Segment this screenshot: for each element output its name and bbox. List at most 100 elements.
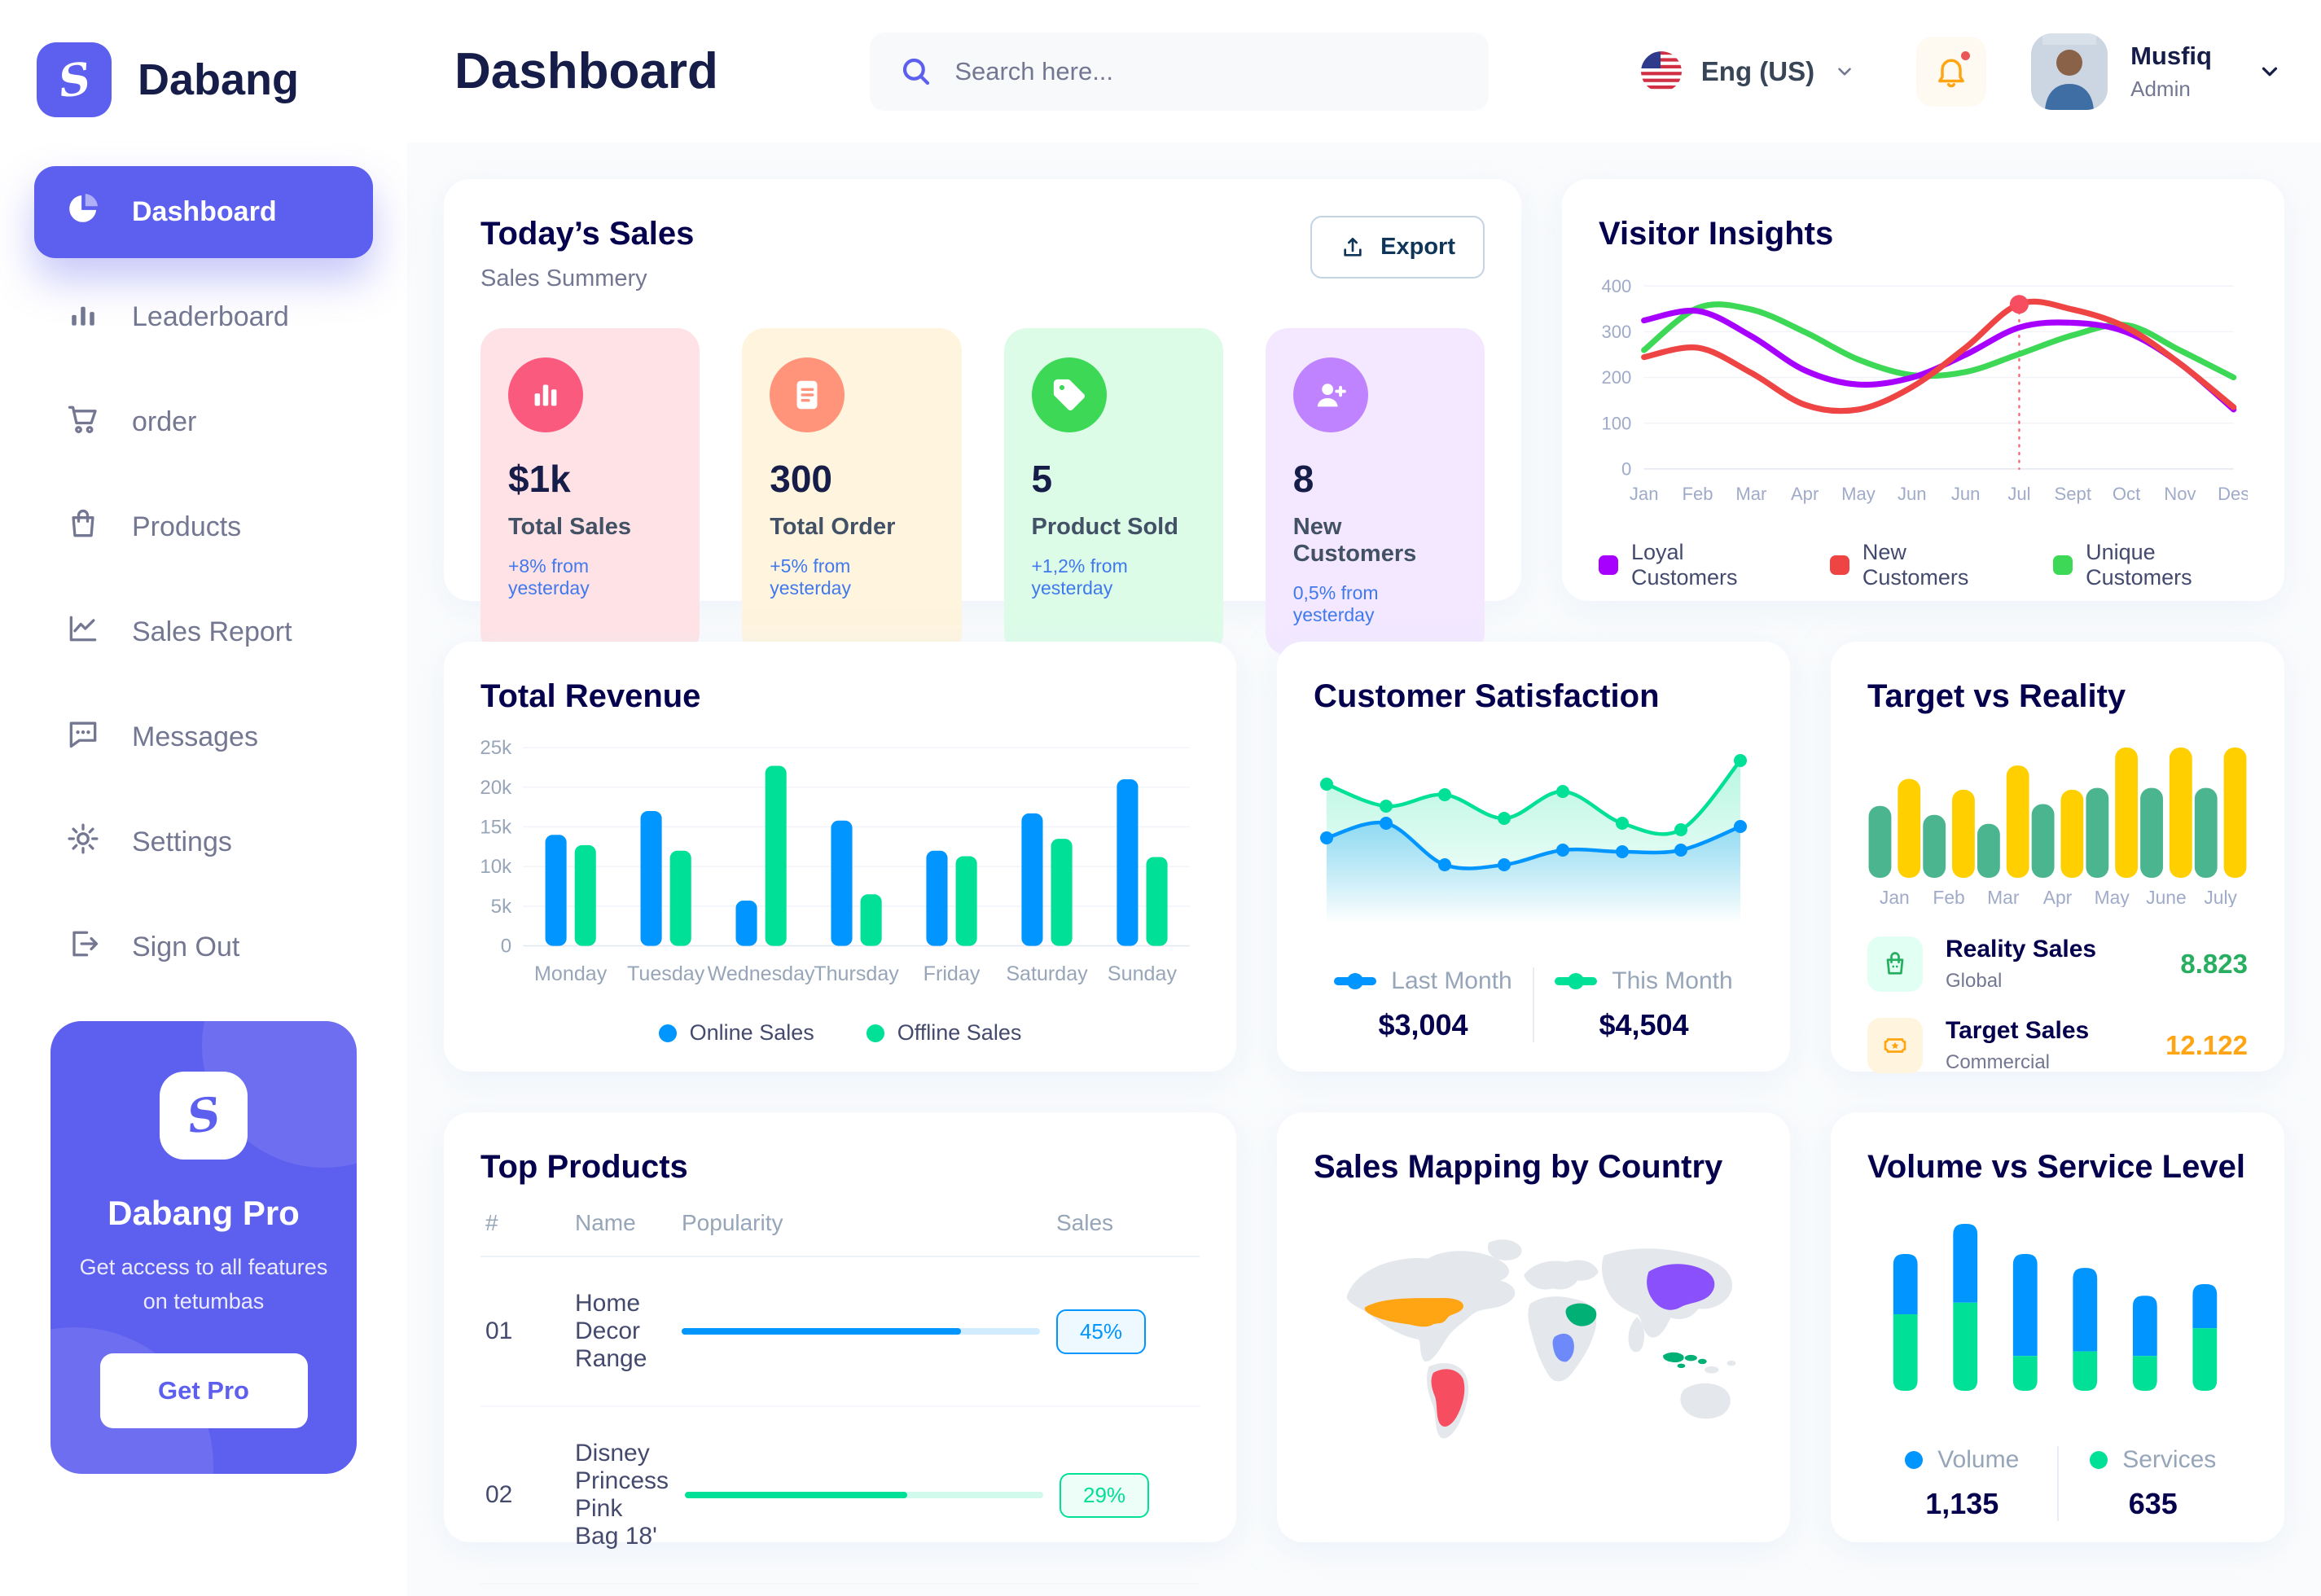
sales-badge: 29% (1060, 1472, 1150, 1518)
product-num: 01 (485, 1318, 513, 1344)
top-header: Dashboard Eng (US) (407, 0, 2321, 142)
bar-chart-icon (508, 357, 583, 432)
svg-text:Feb: Feb (1682, 484, 1713, 504)
svg-text:Mar: Mar (1735, 484, 1766, 504)
country-united-states (1364, 1298, 1463, 1327)
language-label: Eng (US) (1700, 55, 1815, 86)
reality-sales-row: Reality Sales Global 8.823 (1867, 936, 2248, 993)
stat-trend: +8% from yesterday (508, 555, 590, 598)
visitor-insights-title: Visitor Insights (1599, 216, 1834, 252)
svg-text:July: July (2204, 887, 2237, 907)
profile-chevron-down-icon[interactable] (2257, 59, 2282, 84)
stat-value: 8 (1292, 458, 1314, 500)
target-vs-reality-card: Target vs Reality Jan Feb Mar Apr May June Jul… (1831, 642, 2284, 1074)
svg-text:May: May (1841, 484, 1876, 504)
legend-loyal-customers: Loyal Customers (1599, 540, 1778, 590)
notifications-button[interactable] (1916, 36, 1987, 107)
country-brazil (1431, 1369, 1465, 1427)
todays-sales-title: Today’s Sales (480, 216, 695, 252)
stat-value: 300 (770, 458, 832, 500)
sidebar-item-settings[interactable]: Settings (34, 796, 373, 888)
stat-card-new-customers: 8 New Customers 0,5% from yesterday (1265, 328, 1485, 656)
stat-trend: +1,2% from yesterday (1031, 555, 1128, 598)
svg-text:Jun: Jun (1898, 484, 1927, 504)
language-selector[interactable]: Eng (US) (1640, 50, 1855, 92)
sidebar-item-sign-out[interactable]: Sign Out (34, 901, 373, 993)
this-month-value: $4,504 (1599, 1008, 1689, 1041)
sidebar-item-leaderboard[interactable]: Leaderboard (34, 271, 373, 363)
receipt-icon (770, 357, 845, 432)
stat-value: 5 (1031, 458, 1053, 500)
sidebar-nav: Dashboard Leaderboard order Products Sal… (0, 142, 407, 993)
sidebar-item-label: Messages (132, 721, 258, 752)
legend-unique-customers: Unique Customers (2053, 540, 2248, 590)
sidebar-item-label: Sales Report (132, 616, 292, 647)
svg-text:25k: 25k (480, 737, 512, 759)
profile-menu[interactable]: Musfiq Admin (2031, 33, 2282, 110)
target-sales-value: 12.122 (2165, 1030, 2248, 1060)
svg-text:Des: Des (2218, 484, 2248, 504)
svg-text:0: 0 (501, 936, 511, 958)
brand-logo-icon: S (37, 42, 112, 117)
stat-label: Total Sales (508, 514, 631, 540)
sign-out-icon (65, 926, 101, 969)
visitor-insights-card: Visitor Insights 0 100 200 300 400 Jan Feb Mar A… (1562, 179, 2284, 601)
total-revenue-legend: Online Sales Offline Sales (480, 1020, 1200, 1046)
legend-online-sales: Online Sales (658, 1020, 814, 1046)
pie-chart-icon (65, 191, 101, 234)
svg-text:Apr: Apr (2043, 887, 2073, 907)
stat-card-total-sales: $1k Total Sales +8% from yesterday (480, 328, 700, 656)
stat-card-product-sold: 5 Product Sold +1,2% from yesterday (1003, 328, 1223, 656)
user-plus-icon (1292, 357, 1368, 432)
shopping-bag-icon (1867, 936, 1923, 992)
top-products-header: # Name Popularity Sales (480, 1186, 1200, 1257)
svg-text:Jan: Jan (1880, 887, 1910, 907)
svg-text:Thursday: Thursday (814, 962, 899, 985)
svg-text:Feb: Feb (1933, 887, 1964, 907)
volume-service-title: Volume vs Service Level (1867, 1149, 2245, 1185)
stat-card-total-order: 300 Total Order +5% from yesterday (742, 328, 962, 656)
bag-icon (65, 506, 101, 549)
target-sales-row: Target Sales Commercial 12.122 (1867, 1017, 2248, 1074)
ticket-icon (1867, 1018, 1923, 1073)
brand-name: Dabang (138, 55, 300, 104)
todays-sales-card: Today’s Sales Sales Summery Export $ (444, 179, 1521, 656)
sidebar-item-sales-report[interactable]: Sales Report (34, 586, 373, 678)
total-revenue-card: Total Revenue 0 5k 10k 15k 20k 25k Monday Tuesd… (444, 642, 1236, 1072)
stat-cards: $1k Total Sales +8% from yesterday 300 T… (480, 328, 1485, 656)
country-dr-congo (1552, 1333, 1574, 1362)
top-products-card: Top Products # Name Popularity Sales 01 … (444, 1112, 1236, 1585)
this-month-dot-icon (1555, 973, 1598, 989)
top-products-rows: 01 Home Decor Range 45% 02 Disney Prince… (480, 1257, 1200, 1596)
sidebar-item-dashboard[interactable]: Dashboard (34, 166, 373, 258)
target-vs-reality-title: Target vs Reality (1867, 678, 2126, 714)
volume-service-legend: Volume 1,135 Services 635 (1867, 1446, 2248, 1521)
svg-text:10k: 10k (480, 856, 512, 878)
export-button[interactable]: Export (1310, 216, 1485, 278)
sidebar-item-order[interactable]: order (34, 376, 373, 468)
last-month-value: $3,004 (1378, 1008, 1468, 1041)
main-area: Dashboard Eng (US) (407, 0, 2321, 1596)
get-pro-button[interactable]: Get Pro (99, 1353, 308, 1428)
svg-text:100: 100 (1602, 413, 1632, 433)
volume-service-chart (1867, 1205, 2248, 1409)
stat-label: Total Order (770, 514, 896, 540)
svg-text:15k: 15k (480, 817, 512, 839)
visitor-insights-legend: Loyal Customers New Customers Unique Custo… (1599, 540, 2248, 590)
sidebar-item-messages[interactable]: Messages (34, 691, 373, 783)
services-dot-icon (2090, 1451, 2108, 1469)
customer-satisfaction-card: Customer Satisfaction Last Month $3,004 … (1277, 642, 1790, 1072)
svg-text:0: 0 (1621, 459, 1631, 480)
svg-text:Oct: Oct (2113, 484, 2140, 504)
search-input[interactable] (954, 56, 1460, 86)
country-indonesia (1663, 1352, 1707, 1369)
bell-icon (1938, 59, 1964, 87)
svg-text:Jul: Jul (2007, 484, 2030, 504)
last-month-dot-icon (1334, 973, 1377, 989)
sales-badge: 45% (1056, 1309, 1146, 1354)
sidebar-item-label: Leaderboard (132, 301, 289, 332)
sidebar-item-products[interactable]: Products (34, 481, 373, 573)
svg-text:June: June (2146, 887, 2187, 907)
svg-text:May: May (2095, 887, 2130, 907)
